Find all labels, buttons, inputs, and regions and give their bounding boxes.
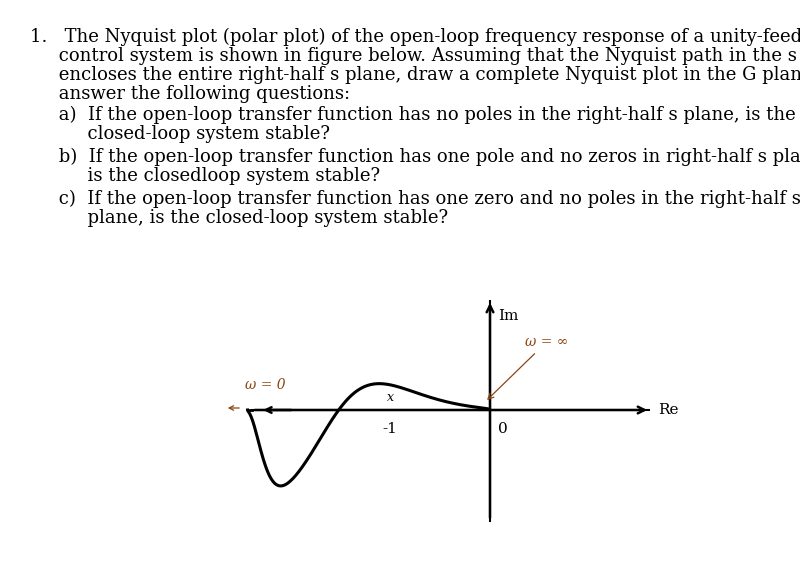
Text: 0: 0	[498, 422, 508, 436]
Text: control system is shown in figure below. Assuming that the Nyquist path in the s: control system is shown in figure below.…	[30, 47, 800, 65]
Text: Im: Im	[498, 309, 518, 323]
Text: closed-loop system stable?: closed-loop system stable?	[30, 125, 330, 143]
Text: ω = 0: ω = 0	[245, 378, 286, 392]
Text: c)  If the open-loop transfer function has one zero and no poles in the right-ha: c) If the open-loop transfer function ha…	[30, 190, 800, 208]
Text: encloses the entire right-half s plane, draw a complete Nyquist plot in the G pl: encloses the entire right-half s plane, …	[30, 66, 800, 84]
Text: answer the following questions:: answer the following questions:	[30, 85, 350, 103]
Text: 1.   The Nyquist plot (polar plot) of the open-loop frequency response of a unit: 1. The Nyquist plot (polar plot) of the …	[30, 28, 800, 46]
Text: ω = ∞: ω = ∞	[488, 335, 568, 399]
Text: x: x	[386, 391, 394, 404]
Text: is the closedloop system stable?: is the closedloop system stable?	[30, 167, 380, 185]
Text: plane, is the closed-loop system stable?: plane, is the closed-loop system stable?	[30, 209, 448, 227]
Text: -1: -1	[382, 422, 398, 436]
Text: Re: Re	[658, 403, 678, 417]
Text: b)  If the open-loop transfer function has one pole and no zeros in right-half s: b) If the open-loop transfer function ha…	[30, 148, 800, 166]
Text: a)  If the open-loop transfer function has no poles in the right-half s plane, i: a) If the open-loop transfer function ha…	[30, 106, 796, 124]
